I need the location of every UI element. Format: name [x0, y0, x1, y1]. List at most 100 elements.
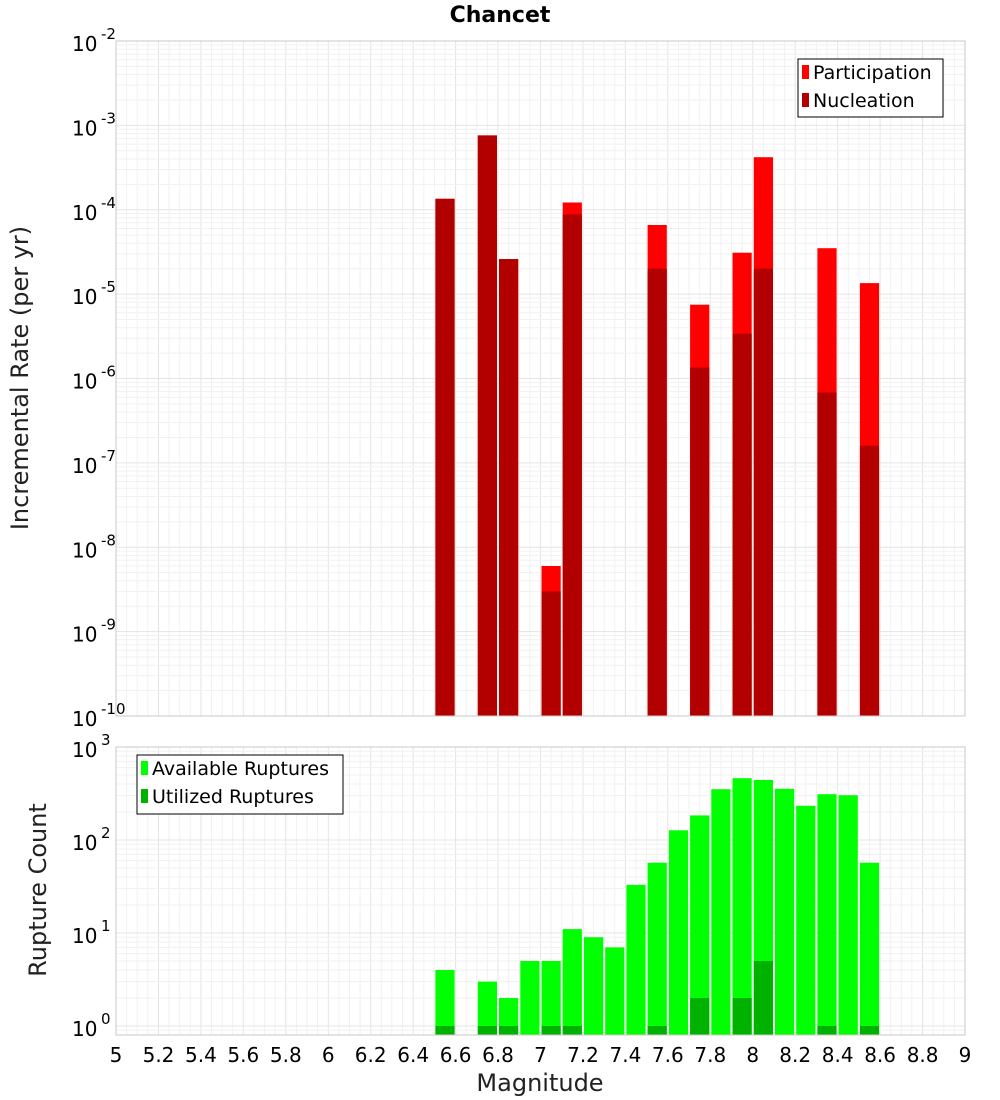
x-tick-label: 9 [959, 1043, 972, 1067]
y-tick-label: 10 [72, 116, 97, 140]
series-a-bar [732, 778, 752, 1035]
series-a-bar [541, 961, 561, 1035]
x-tick-label: 8.2 [779, 1043, 811, 1067]
y-tick-label: 10 [72, 1017, 97, 1041]
series-b-bar [732, 998, 752, 1035]
y-tick-exponent: 2 [101, 824, 111, 842]
y-tick-exponent: -3 [101, 109, 116, 127]
series-b-bar [817, 392, 837, 716]
series-b-bar [499, 1026, 519, 1035]
x-tick-label: 6.4 [397, 1043, 429, 1067]
series-b-bar [562, 214, 582, 716]
series-b-bar [690, 367, 710, 716]
series-a-bar [775, 788, 795, 1035]
legend-label: Utilized Ruptures [152, 786, 314, 808]
series-a-bar [435, 970, 455, 1035]
series-a-bar [562, 929, 582, 1035]
series-a-bar [859, 862, 880, 1035]
series-b-bar [435, 198, 455, 717]
y-tick-label: 10 [72, 370, 97, 394]
y-tick-exponent: -7 [101, 447, 116, 465]
series-a-bar [605, 947, 625, 1035]
series-a-bar [477, 981, 497, 1035]
series-a-bar [584, 937, 604, 1035]
y-tick-exponent: -2 [101, 25, 116, 43]
series-b-bar [690, 998, 710, 1035]
x-tick-label: 7 [534, 1043, 547, 1067]
series-b-bar [753, 268, 773, 716]
rupture-count-panel: 10 010 110 210 35 5.2 5.4 5.6 5.8 6 6.2 6.4 6.6 6.8 7 7… [72, 731, 971, 1067]
x-tick-label: 6.8 [482, 1043, 514, 1067]
y-tick-exponent: -10 [101, 700, 126, 718]
legend-swatch [141, 789, 148, 803]
series-b-bar [753, 961, 773, 1035]
series-a-bar [520, 961, 540, 1035]
y-tick-label: 10 [72, 32, 97, 56]
series-a-bar [711, 789, 731, 1035]
series-b-bar [647, 1026, 667, 1035]
x-tick-label: 5.6 [227, 1043, 259, 1067]
x-tick-label: 8.8 [907, 1043, 939, 1067]
x-axis-label: Magnitude [476, 1069, 603, 1097]
y-tick-exponent: -4 [101, 194, 116, 212]
series-b-bar [541, 591, 561, 716]
top-y-axis-label: Incremental Rate (per yr) [6, 226, 34, 530]
x-tick-label: 5 [110, 1043, 123, 1067]
y-tick-exponent: -6 [101, 363, 116, 381]
bottom-y-axis-label: Rupture Count [24, 803, 52, 977]
y-tick-exponent: 1 [101, 917, 111, 935]
legend-box [136, 754, 344, 815]
x-tick-label: 7.6 [652, 1043, 684, 1067]
plot-frame [115, 40, 966, 717]
series-a-bar [626, 884, 646, 1035]
y-tick-label: 10 [72, 201, 97, 225]
x-tick-label: 8 [746, 1043, 759, 1067]
y-tick-exponent: 3 [101, 731, 111, 749]
x-tick-label: 7.4 [609, 1043, 641, 1067]
series-b-bar [477, 1026, 497, 1035]
series-b-bar [541, 1026, 561, 1035]
x-tick-label: 8.6 [864, 1043, 896, 1067]
legend-label: Participation [813, 62, 932, 84]
series-b-bar [859, 445, 880, 716]
series-a-bar [647, 862, 667, 1035]
series-b-bar [562, 1026, 582, 1035]
y-tick-label: 10 [72, 623, 97, 647]
series-a-bar [838, 795, 858, 1035]
y-tick-label: 10 [72, 285, 97, 309]
chart-title: Chancet [450, 3, 551, 28]
legend-swatch [141, 761, 148, 775]
y-tick-label: 10 [72, 831, 97, 855]
series-b-bar [477, 135, 497, 716]
y-tick-label: 10 [72, 924, 97, 948]
x-tick-label: 7.2 [567, 1043, 599, 1067]
x-tick-label: 5.8 [270, 1043, 302, 1067]
series-b-bar [647, 268, 667, 716]
series-b-bar [859, 1026, 880, 1035]
y-tick-exponent: -8 [101, 531, 116, 549]
legend-label: Nucleation [813, 90, 915, 112]
series-a-bar [796, 805, 816, 1035]
legend-box [797, 58, 944, 118]
y-tick-exponent: -5 [101, 278, 116, 296]
y-tick-label: 10 [72, 454, 97, 478]
legend-label: Available Ruptures [152, 758, 329, 780]
x-tick-label: 6.6 [440, 1043, 472, 1067]
x-tick-label: 6.2 [355, 1043, 387, 1067]
series-a-bar [668, 830, 689, 1035]
series-b-bar [817, 1026, 837, 1035]
x-tick-label: 7.8 [694, 1043, 726, 1067]
series-b-bar [499, 259, 519, 716]
y-tick-label: 10 [72, 538, 97, 562]
plot-frame [115, 746, 966, 1036]
legend-swatch [802, 65, 809, 79]
series-b-bar [435, 1026, 455, 1035]
y-tick-exponent: -9 [101, 616, 116, 634]
y-tick-label: 10 [72, 707, 97, 731]
x-tick-label: 5.2 [143, 1043, 175, 1067]
y-tick-exponent: 0 [101, 1010, 111, 1028]
x-tick-label: 6 [322, 1043, 335, 1067]
